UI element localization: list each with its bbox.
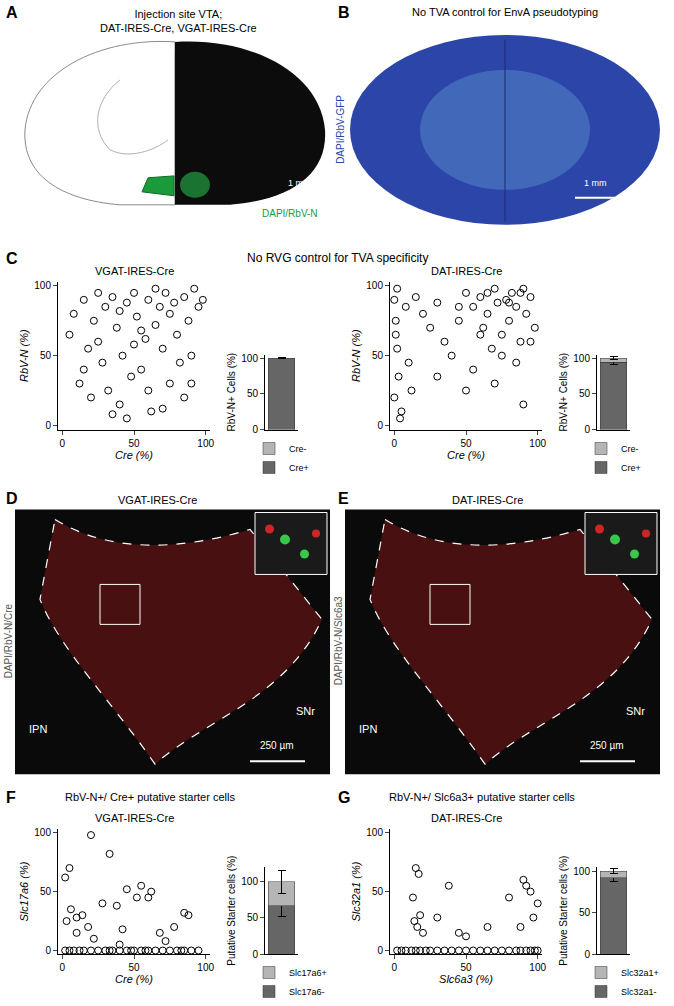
svg-text:0: 0 [45,945,51,956]
svg-text:50: 50 [579,388,591,399]
svg-text:E: E [338,490,349,507]
svg-text:RbV-N+/ Slc6a3+ putative start: RbV-N+/ Slc6a3+ putative starter cells [389,791,575,803]
svg-text:DAPI/RbV-N: DAPI/RbV-N [262,208,318,219]
svg-text:50: 50 [247,388,259,399]
svg-text:No TVA control for EnvA pseudo: No TVA control for EnvA pseudotyping [412,6,598,18]
svg-text:Cre (%): Cre (%) [447,449,485,461]
svg-text:VGAT-IRES-Cre: VGAT-IRES-Cre [95,265,174,277]
svg-text:100: 100 [366,280,383,291]
svg-text:100: 100 [529,438,546,449]
svg-text:0: 0 [45,420,51,431]
svg-text:0: 0 [392,438,398,449]
svg-text:RbV-N (%): RbV-N (%) [18,329,30,382]
svg-text:100: 100 [241,353,258,364]
svg-text:Slc17a6-: Slc17a6- [289,987,325,997]
svg-text:250 µm: 250 µm [260,740,294,751]
svg-text:0: 0 [584,949,590,960]
svg-text:Slc32a1-: Slc32a1- [621,987,657,997]
svg-text:1 mm: 1 mm [584,178,607,188]
svg-text:0: 0 [392,962,398,973]
svg-text:RbV-N+/ Cre+ putative starter: RbV-N+/ Cre+ putative starter cells [65,791,235,803]
svg-text:100: 100 [366,827,383,838]
svg-text:100: 100 [573,866,590,877]
svg-text:Putative Starter cells (%): Putative Starter cells (%) [226,856,237,966]
svg-text:DAT-IRES-Cre: DAT-IRES-Cre [431,265,502,277]
svg-text:DAT-IRES-Cre: DAT-IRES-Cre [452,494,523,506]
svg-text:Cre-: Cre- [621,444,639,454]
svg-text:50: 50 [40,886,52,897]
svg-text:C: C [6,250,18,267]
svg-text:50: 50 [579,907,591,918]
svg-text:IPN: IPN [359,723,377,735]
svg-text:Cre (%): Cre (%) [115,449,153,461]
svg-text:Injection site VTA;DAT-IRES-Cr: Injection site VTA;DAT-IRES-Cre, VGAT-IR… [100,8,257,34]
svg-text:Putative Starter cells (%): Putative Starter cells (%) [558,856,569,966]
svg-text:50: 50 [372,886,384,897]
svg-text:Slc32a1 (%): Slc32a1 (%) [350,861,362,921]
svg-text:B: B [338,4,350,21]
svg-text:50: 50 [460,962,472,973]
svg-text:0: 0 [60,962,66,973]
svg-text:0: 0 [584,424,590,435]
svg-text:100: 100 [241,876,258,887]
svg-text:100: 100 [529,962,546,973]
svg-text:DAPI/RbV-GFP: DAPI/RbV-GFP [335,95,346,164]
svg-text:F: F [6,789,16,806]
svg-text:50: 50 [460,438,472,449]
svg-text:IPN: IPN [29,723,47,735]
svg-text:VGAT-IRES-Cre: VGAT-IRES-Cre [95,812,174,824]
svg-text:DAPI/RbV-N/Cre: DAPI/RbV-N/Cre [3,603,14,678]
svg-text:100: 100 [34,827,51,838]
svg-text:0: 0 [60,438,66,449]
svg-text:Cre (%): Cre (%) [115,973,153,985]
svg-text:100: 100 [197,962,214,973]
svg-text:SNr: SNr [626,705,645,717]
svg-text:VGAT-IRES-Cre: VGAT-IRES-Cre [118,494,197,506]
svg-text:250 µm: 250 µm [590,740,624,751]
svg-text:DAT-IRES-Cre: DAT-IRES-Cre [431,812,502,824]
svg-text:D: D [6,490,18,507]
svg-text:A: A [6,4,18,21]
svg-text:Slc32a1+: Slc32a1+ [621,968,659,978]
svg-text:SNr: SNr [296,705,315,717]
svg-text:1 mm: 1 mm [288,178,311,188]
svg-text:DAPI/RbV-N/Slc6a3: DAPI/RbV-N/Slc6a3 [333,596,344,685]
svg-text:0: 0 [252,424,258,435]
svg-text:50: 50 [40,350,52,361]
svg-text:Cre+: Cre+ [621,463,641,473]
svg-text:50: 50 [372,350,384,361]
svg-text:Cre+: Cre+ [289,463,309,473]
svg-text:G: G [338,789,350,806]
svg-text:50: 50 [128,438,140,449]
svg-text:100: 100 [573,353,590,364]
svg-text:No RVG control for TVA specifi: No RVG control for TVA specificity [247,251,428,265]
svg-text:100: 100 [197,438,214,449]
svg-text:RbV-N+ Cells (%): RbV-N+ Cells (%) [558,353,569,432]
svg-text:Slc17a6+: Slc17a6+ [289,968,327,978]
svg-text:Cre-: Cre- [289,444,307,454]
svg-text:0: 0 [377,420,383,431]
svg-text:0: 0 [377,945,383,956]
svg-text:Slc6a3 (%): Slc6a3 (%) [439,973,493,985]
svg-text:50: 50 [247,912,259,923]
svg-text:Slc17a6 (%): Slc17a6 (%) [18,861,30,921]
svg-text:RbV-N+ Cells (%): RbV-N+ Cells (%) [226,353,237,432]
svg-text:0: 0 [252,949,258,960]
svg-text:50: 50 [128,962,140,973]
svg-text:RbV-N (%): RbV-N (%) [350,329,362,382]
svg-text:100: 100 [34,280,51,291]
